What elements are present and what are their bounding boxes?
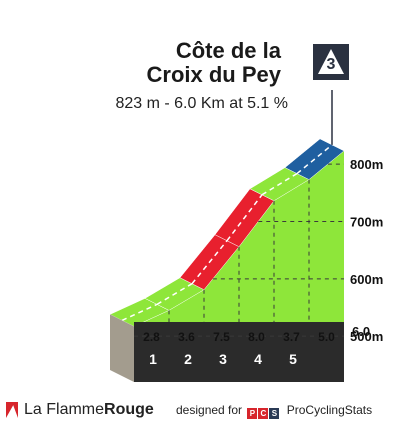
ribbon-centre-dash-6 [296, 144, 333, 175]
climb-title-line2: Croix du Pey [146, 62, 281, 87]
credit-site: ProCyclingStats [286, 403, 373, 417]
category-number: 3 [326, 56, 336, 73]
km-marker-label-2: 2 [184, 351, 192, 367]
pcs-letter-s: S [269, 408, 280, 419]
brand-name-part2: Rouge [104, 401, 154, 418]
segment-gradient-label-5: 3.7 [283, 330, 300, 344]
category-badge: 3 [313, 44, 349, 80]
pcs-letter-p: P [247, 408, 258, 419]
profile-start-wall [110, 314, 134, 382]
distance-band [134, 322, 344, 382]
elevation-tick-label-800: 800m [350, 157, 383, 172]
elevation-tick-label-700: 700m [350, 214, 383, 229]
ribbon-centre-dash-2 [156, 283, 193, 306]
climb-stats: 823 m - 6.0 Km at 5.1 % [115, 95, 288, 112]
ribbon-centre-dash-5 [261, 172, 298, 196]
km-marker-label-3: 3 [219, 351, 227, 367]
brand-name: La FlammeRouge [24, 400, 154, 420]
flag-icon-tail [12, 402, 18, 418]
flag-icon [6, 402, 15, 418]
climb-title-line1: Côte de la [175, 38, 281, 63]
km-marker-label-1: 1 [149, 351, 157, 367]
km-marker-label-5: 5 [289, 351, 297, 367]
pcs-letter-c: C [258, 408, 269, 419]
segment-gradient-label-4: 8.0 [248, 330, 265, 344]
credit-prefix: designed for [176, 403, 243, 417]
brand-name-part1: La Flamme [24, 401, 105, 418]
distance-end-label: 6.0 [352, 324, 370, 339]
ribbon-centre-dash-4 [226, 194, 263, 242]
triangle-icon [318, 49, 344, 74]
segment-gradient-label-1: 2.8 [143, 330, 160, 344]
segment-gradient-label-2: 3.6 [178, 330, 195, 344]
segment-gradient-label-6: 5.0 [318, 330, 335, 344]
elevation-tick-label-500: 500m [350, 329, 383, 344]
profile-front-face [134, 150, 344, 327]
ribbon-centre-dash-3 [191, 240, 228, 285]
km-marker-label-4: 4 [254, 351, 262, 367]
elevation-tick-label-600: 600m [350, 272, 383, 287]
segment-gradient-label-3: 7.5 [213, 330, 230, 344]
ribbon-centre-dash-1 [121, 303, 158, 322]
